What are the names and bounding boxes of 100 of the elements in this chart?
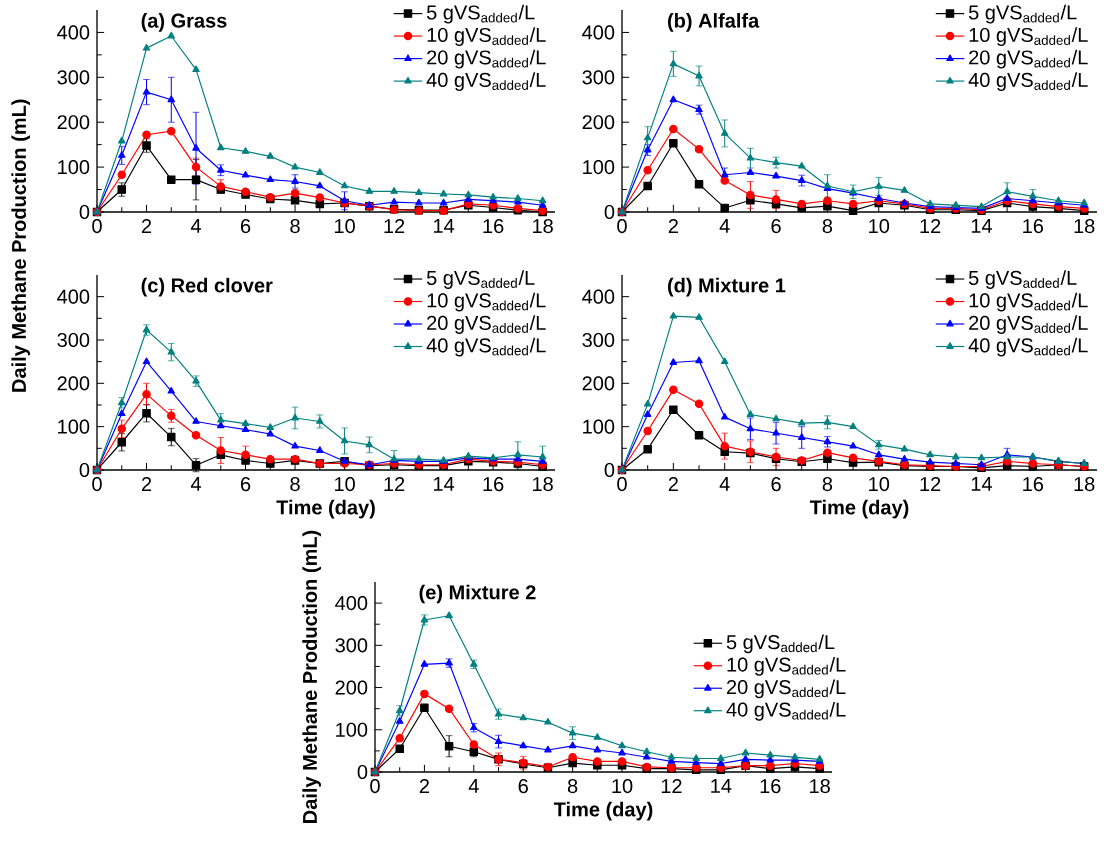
x-tick-label: 12 — [384, 476, 405, 491]
x-tick-label: 16 — [483, 476, 504, 492]
y-tick-label: 100 — [58, 160, 90, 175]
x-tick-label: 14 — [971, 476, 992, 491]
legend-label: 5 gVS$_{added}$/L — [726, 634, 835, 654]
legend-label: 20 gVS$_{added}$/L — [427, 49, 546, 69]
x-tick-label: 10 — [869, 476, 890, 492]
x-tick-label: 18 — [533, 218, 553, 234]
legend-label: 5 gVS$_{added}$/L — [968, 4, 1077, 24]
y-tick-label: 400 — [57, 25, 90, 40]
y-tick-label: 0 — [357, 764, 368, 780]
x-tick-label: 12 — [920, 476, 941, 491]
x-tick-label: 0 — [92, 476, 102, 492]
legend-label: 40 gVS$_{added}$/L — [726, 701, 846, 721]
legend-label: 20 gVS$_{added}$/L — [726, 679, 846, 699]
x-tick-label: 8 — [822, 476, 833, 492]
x-tick-label: 16 — [1023, 476, 1044, 492]
legend-label: 5 gVS$_{added}$/L — [426, 270, 535, 289]
y-tick-label: 300 — [582, 332, 615, 348]
x-tick-label: 4 — [190, 218, 201, 233]
x-tick-label: 6 — [241, 476, 251, 492]
legend-label: 5 gVS$_{added}$/L — [426, 4, 535, 24]
x-tick-label: 8 — [290, 476, 300, 492]
y-tick-label: 300 — [57, 332, 90, 348]
y-axis-title: Daily Methane Production (mL) — [302, 530, 321, 823]
chart-title: (b) Alfalfa — [668, 13, 760, 32]
legend-label: 20 gVS$_{added}$/L — [969, 315, 1088, 334]
legend-label: 10 gVS$_{added}$/L — [969, 292, 1088, 312]
x-tick-label: 10 — [612, 778, 633, 794]
y-tick-label: 100 — [58, 419, 90, 434]
x-tick-label: 10 — [869, 218, 890, 234]
y-tick-label: 100 — [583, 160, 615, 175]
x-tick-label: 10 — [334, 218, 355, 234]
x-tick-label: 6 — [771, 476, 781, 492]
legend-label: 40 gVS$_{added}$/L — [968, 72, 1088, 91]
x-tick-label: 0 — [617, 476, 627, 492]
x-tick-label: 14 — [433, 476, 455, 491]
x-tick-label: 18 — [533, 476, 553, 492]
chart-title: (d) Mixture 1 — [668, 277, 786, 297]
legend-label: 10 gVS$_{added}$/L — [427, 292, 546, 312]
x-tick-label: 14 — [433, 218, 455, 233]
legend-label: 40 gVS$_{added}$/L — [426, 337, 546, 357]
y-axis-title: Daily Methane Production (mL) — [11, 99, 31, 392]
legend-label: 5 gVS$_{added}$/L — [968, 270, 1077, 289]
x-tick-label: 16 — [483, 218, 504, 234]
y-tick-label: 0 — [604, 204, 615, 220]
x-tick-label: 8 — [822, 218, 833, 234]
x-tick-label: 14 — [711, 779, 732, 793]
x-tick-label: 2 — [141, 476, 152, 491]
x-tick-label: 2 — [419, 778, 429, 793]
x-tick-label: 6 — [518, 778, 528, 794]
x-tick-label: 16 — [1023, 218, 1044, 234]
x-tick-label: 12 — [661, 778, 682, 793]
x-tick-label: 4 — [719, 218, 730, 233]
x-axis-title: Time (day) — [276, 499, 375, 519]
x-tick-label: 16 — [760, 778, 781, 794]
legend-label: 10 gVS$_{added}$/L — [969, 27, 1088, 46]
x-tick-label: 8 — [290, 218, 300, 234]
x-tick-label: 6 — [241, 218, 251, 234]
legend-label: 20 gVS$_{added}$/L — [427, 315, 546, 334]
x-tick-label: 12 — [384, 218, 405, 233]
chart-title: (a) Grass — [141, 13, 227, 32]
x-tick-label: 0 — [92, 218, 102, 234]
x-tick-label: 12 — [920, 218, 941, 233]
y-tick-label: 0 — [79, 204, 90, 220]
x-tick-label: 18 — [1074, 476, 1095, 492]
x-tick-label: 0 — [370, 778, 380, 794]
x-tick-label: 4 — [719, 476, 730, 491]
x-tick-label: 2 — [141, 218, 152, 233]
x-axis-title: Time (day) — [809, 499, 909, 519]
y-tick-label: 300 — [335, 638, 368, 653]
y-tick-label: 200 — [335, 680, 368, 695]
x-axis-title: Time (day) — [553, 801, 653, 821]
y-tick-label: 400 — [57, 289, 90, 304]
legend-label: 40 gVS$_{added}$/L — [426, 72, 546, 91]
x-tick-label: 18 — [810, 778, 830, 794]
legend-label: 40 gVS$_{added}$/L — [968, 337, 1088, 357]
x-tick-label: 8 — [567, 778, 578, 794]
x-tick-label: 14 — [971, 218, 992, 233]
x-tick-label: 2 — [668, 476, 678, 491]
chart-title: (c) Red clover — [141, 277, 273, 297]
legend-label: 20 gVS$_{added}$/L — [969, 49, 1088, 69]
y-tick-label: 200 — [57, 376, 90, 391]
y-tick-label: 100 — [583, 419, 615, 434]
y-tick-label: 0 — [79, 462, 90, 478]
x-tick-label: 6 — [771, 218, 781, 234]
y-tick-label: 200 — [57, 115, 90, 130]
x-tick-label: 4 — [190, 476, 201, 491]
x-tick-label: 2 — [668, 218, 678, 233]
x-tick-label: 18 — [1074, 218, 1095, 234]
y-tick-label: 300 — [57, 70, 90, 85]
y-tick-label: 200 — [582, 115, 615, 130]
y-tick-label: 400 — [582, 25, 615, 40]
y-tick-label: 300 — [582, 70, 615, 85]
y-tick-label: 100 — [336, 722, 368, 737]
y-tick-label: 400 — [335, 596, 368, 611]
chart-title: (e) Mixture 2 — [419, 584, 536, 604]
x-tick-label: 10 — [334, 476, 355, 492]
y-tick-label: 400 — [582, 289, 615, 304]
x-tick-label: 4 — [468, 779, 479, 793]
